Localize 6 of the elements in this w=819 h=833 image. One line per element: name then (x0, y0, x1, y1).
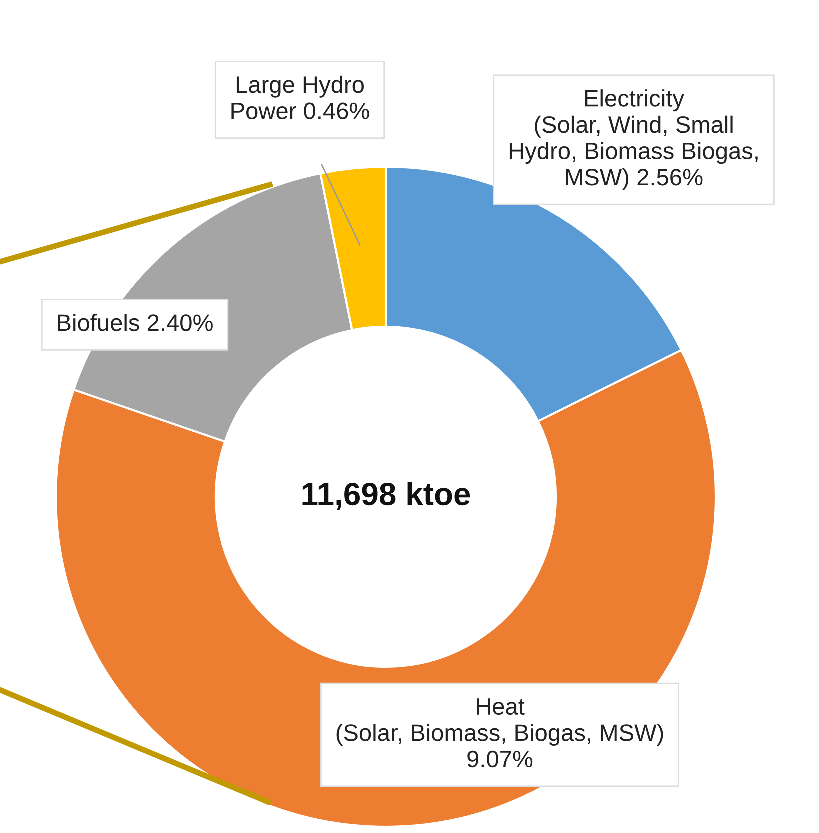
slice-label: Electricity (Solar, Wind, Small Hydro, Biomass Biogas, MSW) 2.56% (510, 90, 758, 190)
slice-label: Heat (Solar, Biomass, Biogas, MSW) (336, 698, 664, 746)
slice-label: Biofuels 2.40% (58, 314, 213, 332)
slice-label: Large Hydro Power 0.46% (232, 76, 370, 120)
data-label: 9.07% (468, 750, 533, 768)
text: 11,698 ktoe (302, 482, 470, 510)
